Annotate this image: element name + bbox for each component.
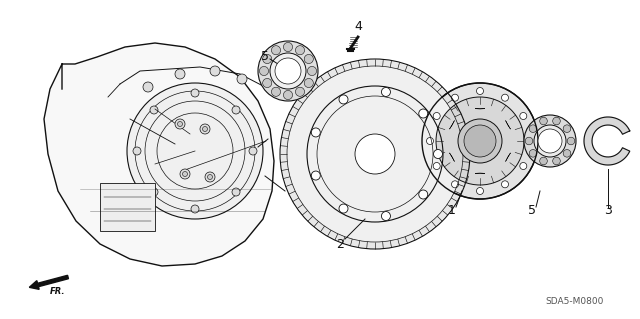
Bar [100, 183, 155, 231]
Polygon shape [584, 117, 630, 165]
Text: 5: 5 [528, 204, 536, 218]
Circle shape [232, 106, 240, 114]
Text: FR.: FR. [51, 286, 66, 295]
Circle shape [284, 42, 292, 52]
Circle shape [307, 66, 317, 76]
Circle shape [150, 106, 158, 114]
Circle shape [191, 89, 199, 97]
Text: 2: 2 [336, 238, 344, 250]
Text: 5: 5 [261, 49, 269, 63]
Circle shape [436, 97, 524, 185]
Circle shape [464, 125, 496, 157]
Circle shape [258, 41, 318, 101]
Circle shape [275, 58, 301, 84]
Circle shape [304, 55, 314, 63]
Text: 3: 3 [604, 204, 612, 218]
Polygon shape [44, 43, 274, 266]
Circle shape [553, 117, 560, 125]
Text: SDA5-M0800: SDA5-M0800 [546, 296, 604, 306]
Circle shape [182, 172, 188, 176]
Circle shape [502, 181, 509, 188]
Circle shape [210, 66, 220, 76]
Circle shape [175, 69, 185, 79]
Circle shape [270, 53, 306, 89]
Circle shape [422, 83, 538, 199]
Circle shape [175, 119, 185, 129]
Circle shape [271, 46, 280, 55]
Circle shape [563, 125, 571, 132]
Circle shape [143, 82, 153, 92]
Circle shape [311, 128, 320, 137]
Circle shape [202, 127, 207, 131]
Circle shape [458, 119, 502, 163]
Circle shape [535, 133, 551, 149]
Circle shape [262, 55, 272, 63]
Circle shape [529, 150, 537, 157]
Circle shape [205, 172, 215, 182]
Circle shape [553, 157, 560, 165]
Circle shape [525, 137, 532, 145]
Circle shape [433, 150, 442, 159]
Circle shape [259, 66, 269, 76]
Circle shape [529, 127, 557, 155]
Circle shape [271, 87, 280, 96]
Circle shape [502, 94, 509, 101]
Circle shape [237, 74, 247, 84]
Circle shape [284, 91, 292, 100]
Circle shape [451, 94, 458, 101]
Circle shape [180, 169, 190, 179]
Circle shape [249, 147, 257, 155]
Circle shape [133, 147, 141, 155]
Circle shape [540, 157, 547, 165]
Circle shape [296, 87, 305, 96]
Circle shape [451, 181, 458, 188]
Circle shape [534, 125, 566, 157]
Circle shape [520, 113, 527, 120]
Text: 4: 4 [354, 20, 362, 33]
Circle shape [381, 211, 390, 220]
FancyArrow shape [29, 275, 68, 289]
Circle shape [426, 137, 433, 145]
Circle shape [477, 188, 483, 195]
Circle shape [287, 66, 463, 242]
Circle shape [529, 125, 537, 132]
Circle shape [262, 78, 272, 87]
Polygon shape [506, 121, 511, 129]
Circle shape [477, 87, 483, 94]
Polygon shape [449, 121, 454, 129]
Circle shape [150, 188, 158, 196]
Circle shape [200, 124, 210, 134]
Circle shape [207, 174, 212, 180]
Circle shape [127, 83, 263, 219]
Polygon shape [506, 153, 511, 161]
Circle shape [520, 162, 527, 169]
Circle shape [419, 109, 428, 118]
Circle shape [339, 95, 348, 104]
Circle shape [177, 122, 182, 127]
Circle shape [540, 117, 547, 125]
Circle shape [524, 115, 576, 167]
Circle shape [527, 137, 534, 145]
Circle shape [191, 205, 199, 213]
Circle shape [296, 46, 305, 55]
Text: 1: 1 [448, 204, 456, 218]
Circle shape [381, 87, 390, 96]
Circle shape [567, 137, 575, 145]
Circle shape [538, 129, 562, 153]
Circle shape [433, 113, 440, 120]
Circle shape [281, 60, 469, 248]
Polygon shape [449, 153, 454, 161]
Circle shape [433, 162, 440, 169]
Circle shape [355, 134, 395, 174]
Circle shape [304, 78, 314, 87]
Circle shape [419, 190, 428, 199]
Circle shape [311, 171, 320, 180]
Circle shape [339, 204, 348, 213]
Circle shape [232, 188, 240, 196]
Circle shape [563, 150, 571, 157]
